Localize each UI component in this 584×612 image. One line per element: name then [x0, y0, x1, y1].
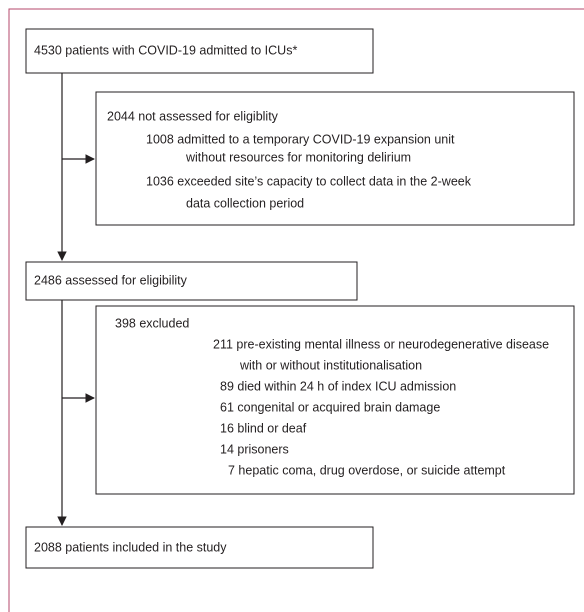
box	[95, 91, 575, 226]
detail: 14 prisoners	[220, 442, 289, 456]
detail: 61 congenital or acquired brain damage	[220, 400, 440, 414]
box	[25, 261, 358, 301]
box	[95, 305, 575, 495]
detail: 7 hepatic coma, drug overdose, or suicid…	[228, 463, 506, 477]
node-label: 2088 patients included in the study	[34, 540, 227, 554]
detail: with or without institutionalisation	[239, 358, 422, 372]
node-label: 2486 assessed for eligibility	[34, 273, 188, 287]
detail: 89 died within 24 h of index ICU admissi…	[220, 379, 456, 393]
detail: data collection period	[186, 196, 304, 210]
detail: 211 pre-existing mental illness or neuro…	[213, 337, 549, 351]
node-label: 4530 patients with COVID-19 admitted to …	[34, 43, 297, 57]
node-label: 398 excluded	[115, 316, 189, 330]
detail: 1036 exceeded site’s capacity to collect…	[146, 174, 472, 188]
box	[25, 526, 374, 569]
detail: without resources for monitoring deliriu…	[185, 150, 411, 164]
frame	[8, 8, 584, 612]
detail: 1008 admitted to a temporary COVID-19 ex…	[146, 132, 455, 146]
detail: 16 blind or deaf	[220, 421, 307, 435]
node-label: 2044 not assessed for eligiblity	[107, 109, 279, 123]
box	[25, 28, 374, 74]
